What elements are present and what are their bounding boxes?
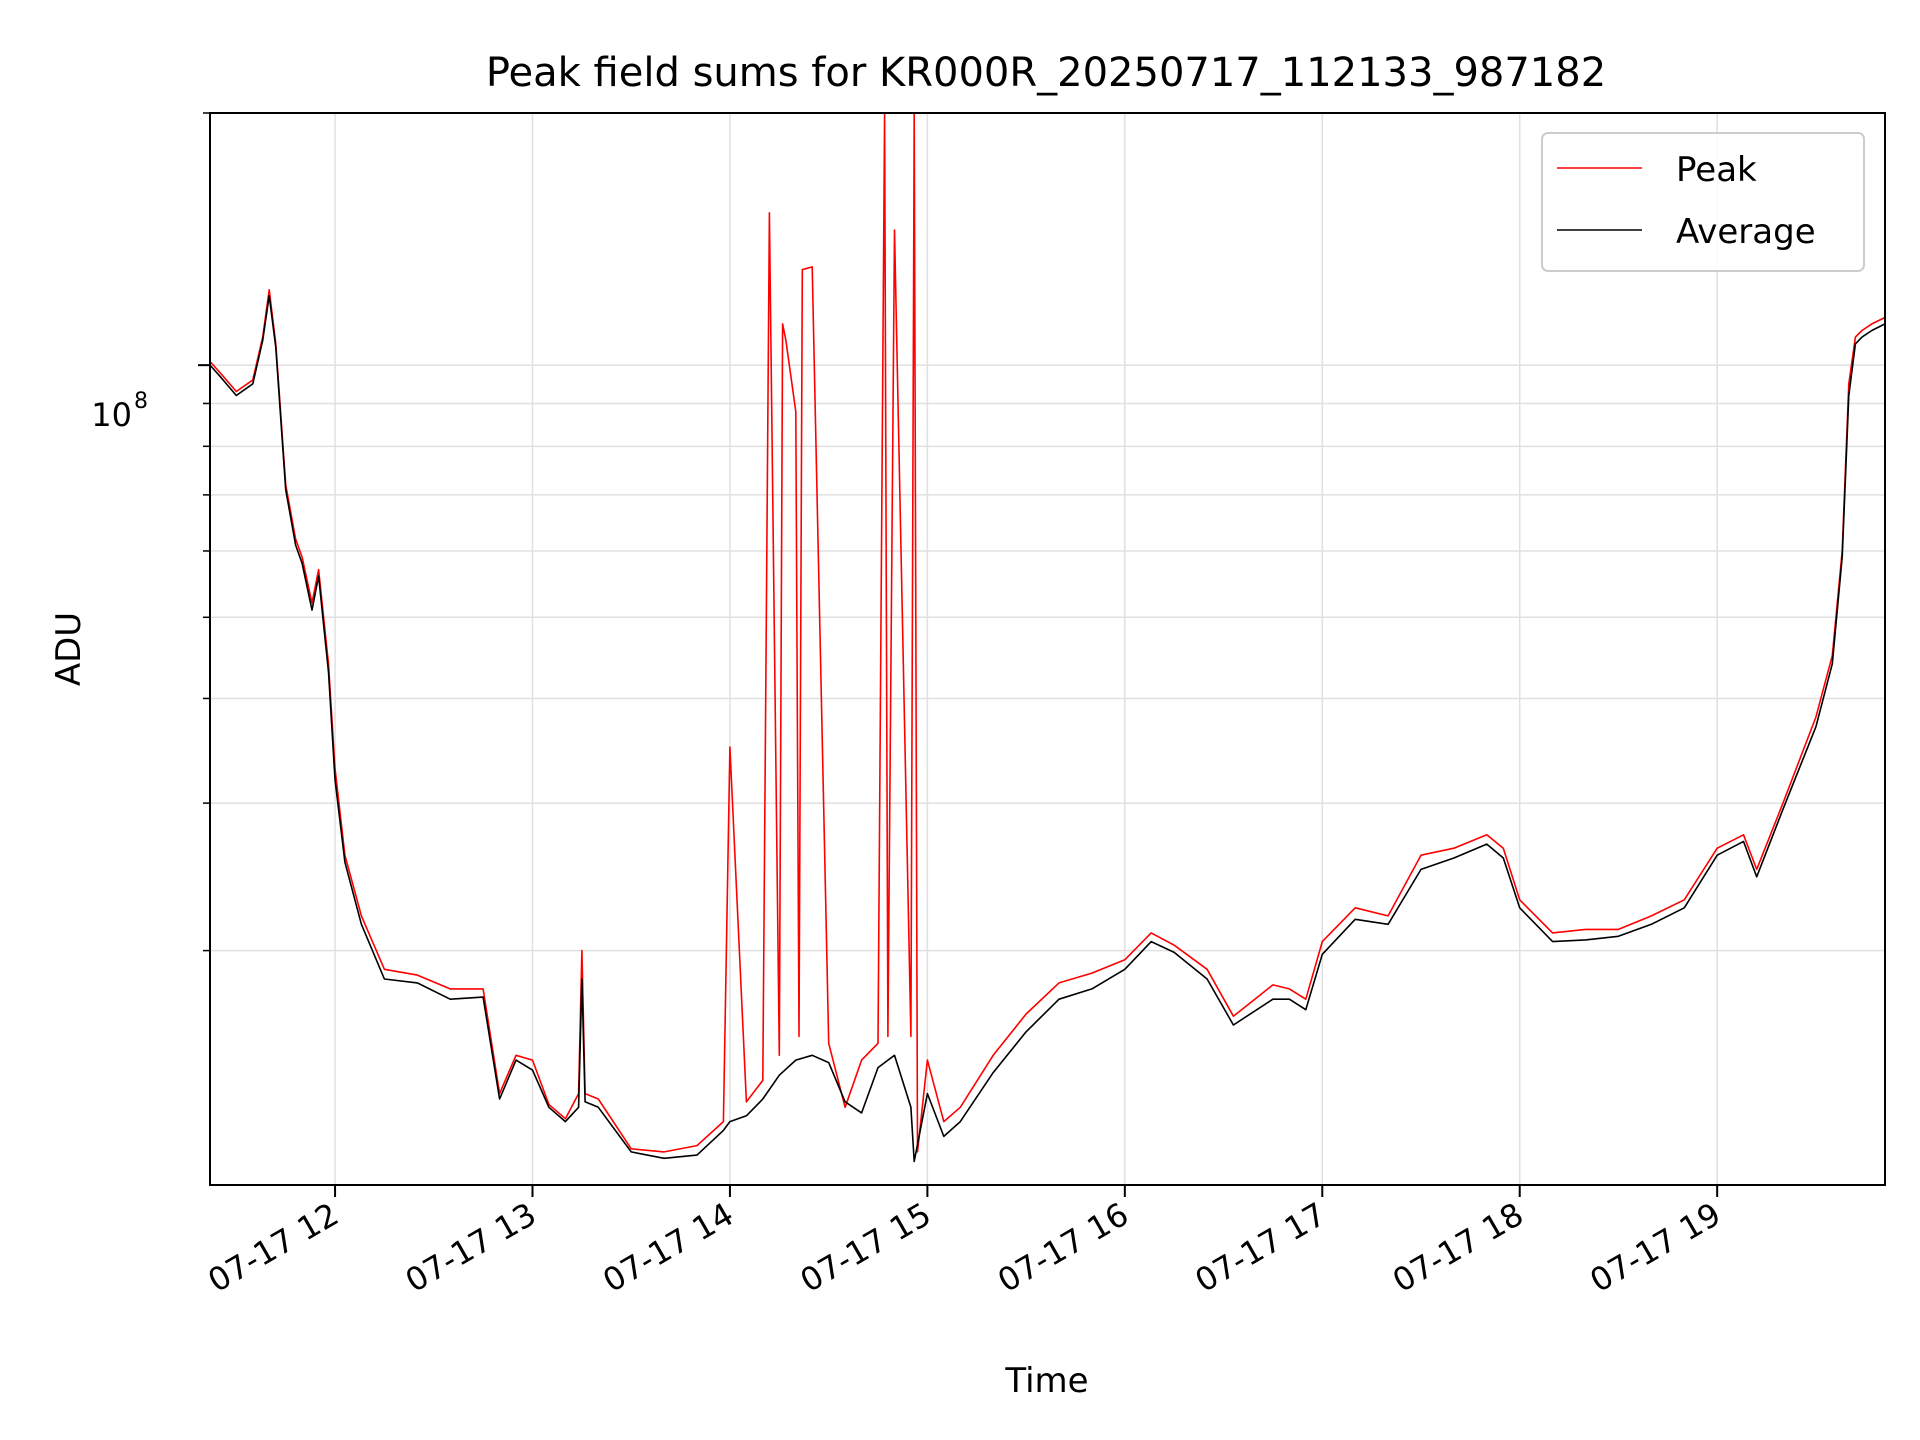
series-line-average [209, 294, 1886, 1163]
series-line-peak [209, 112, 1886, 1153]
y-tick-label-exponent: 8 [134, 389, 148, 414]
legend: Peak Average [1541, 132, 1865, 272]
y-tick-label-base: 10 [91, 396, 132, 434]
chart-title: Peak field sums for KR000R_20250717_1121… [486, 50, 1606, 96]
legend-label-peak: Peak [1676, 150, 1757, 190]
y-axis-label: ADU [49, 612, 89, 686]
x-axis-label: Time [1004, 1361, 1088, 1401]
legend-label-average: Average [1676, 212, 1816, 252]
plot-area-frame [209, 112, 1886, 1186]
y-axis-tick-label: 10 8 [91, 389, 148, 434]
series-layer [209, 112, 1886, 1163]
